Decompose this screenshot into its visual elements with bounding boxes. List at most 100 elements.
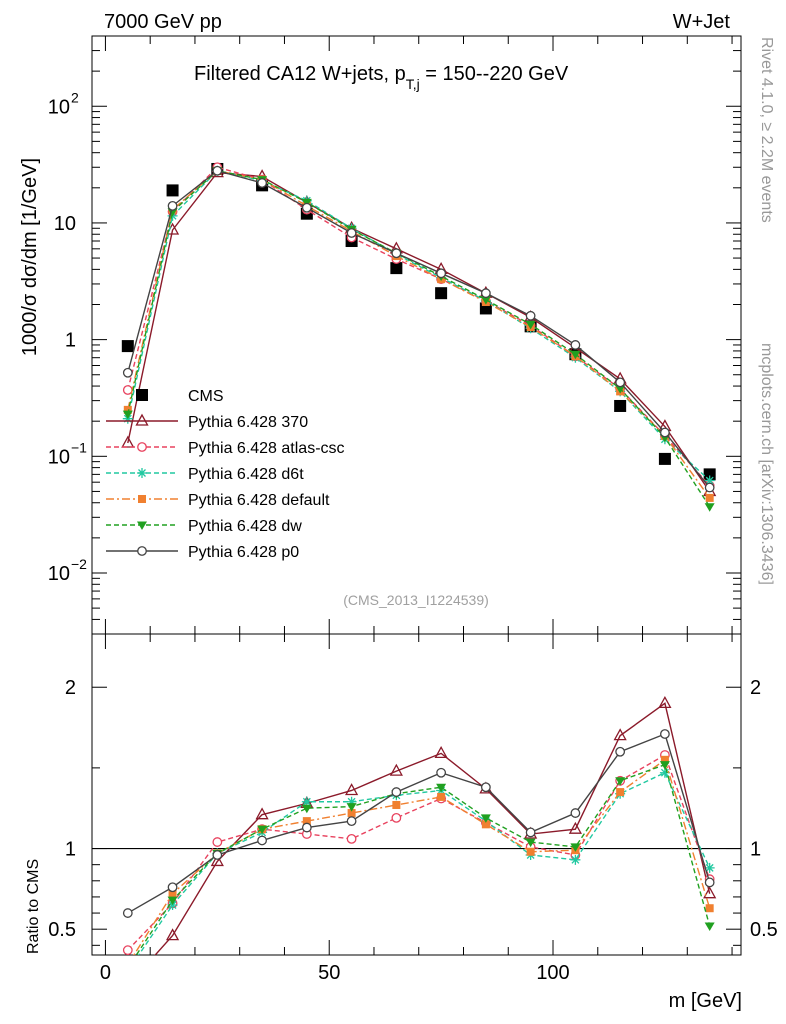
ratio-point [301,822,312,833]
legend-label: Pythia 6.428 d6t [188,466,304,483]
ratio-point [659,761,670,770]
mcplots-label: mcplots.cern.ch [arXiv:1306.3436] [758,343,775,585]
legend-label: Pythia 6.428 dw [188,518,302,535]
legend-marker [137,468,147,478]
ratio-point [391,787,402,797]
ratio-point [480,814,491,823]
ratio-point [122,908,133,918]
y-tick-label: 10 [54,213,76,235]
ratio-point [212,837,223,847]
data-point [212,165,223,176]
ratio-point [704,862,715,873]
ratio-series-5 [122,729,715,918]
x-axis-label: m [GeV] [669,990,742,1012]
ratio-point [436,783,447,793]
series-6 [122,165,715,493]
header-right: W+Jet [673,11,731,33]
ratio-point [257,835,267,846]
ratio-y-tick-label-right: 2 [750,677,761,699]
ratio-point [122,945,133,955]
ratio-point [570,843,581,852]
ratio-point [168,889,177,898]
ratio-point [616,788,625,797]
ratio-point [345,783,359,796]
ratio-point [659,767,670,778]
ratio-axes: 0.5 0.5 1 1 2 2 0 50 100 [48,634,778,984]
plot-title: Filtered CA12 W+jets, pT,j = 150--220 Ge… [194,63,569,92]
title-sub: T,j [406,76,420,92]
ratio-series-3 [133,755,714,955]
data-point [570,340,581,350]
series-3 [122,165,715,486]
ratio-point [255,807,269,820]
legend-marker [137,546,147,556]
ratio-series-4 [135,761,715,955]
data-point [704,503,715,512]
legend: CMS Pythia 6.428 370 Pythia 6.428 atlas-cs… [106,388,345,561]
ratio-point [392,800,401,809]
ratio-point [568,821,582,834]
data-point [257,178,267,188]
ratio-point [301,796,312,807]
ratio-point [167,882,178,893]
ratio-point [167,896,178,906]
legend-marker [135,413,149,426]
ratio-ylabel: Ratio to CMS [25,859,42,954]
data-point [121,435,135,448]
data-point [480,296,491,305]
header-left: 7000 GeV pp [104,11,222,33]
y-tick-exponent: −1 [71,439,87,455]
data-point [704,475,715,486]
y-tick-label: 10 [48,563,70,585]
ratio-point [346,796,357,807]
ratio-y-tick-label: 1 [65,839,76,861]
x-tick-label: 100 [536,962,569,984]
ratio-point [437,792,446,801]
data-point [166,184,179,197]
ratio-point [704,877,715,888]
legend-marker [137,521,147,530]
y-tick-label: 10 [48,446,70,468]
ratio-point [660,729,670,739]
ratio-point [613,728,627,741]
data-point [615,385,626,394]
ratio-point [658,696,672,709]
ratio-point [302,817,311,826]
data-point [570,350,581,360]
y-tick-label: 1 [65,330,76,352]
ratio-line [135,763,711,955]
ratio-point [704,922,715,931]
legend-label: CMS [188,388,224,405]
x-tick-label: 0 [100,962,111,984]
ratio-point [570,808,581,818]
data-point [705,493,714,502]
ratio-point [525,838,536,848]
ratio-point [210,854,224,867]
ratio-point [346,833,357,844]
data-point [704,482,715,493]
ratio-line [127,753,711,951]
data-point [436,268,447,279]
data-point [480,288,491,299]
ratio-line [154,702,711,955]
series-0 [121,162,716,481]
data-point [390,262,403,275]
series-line [127,169,711,482]
data-point [525,320,536,330]
ratio-line [133,758,711,955]
ratio-point [346,816,357,827]
series-line [127,169,711,488]
ratio-point [705,904,714,913]
legend-label: Pythia 6.428 370 [188,414,308,431]
data-point [346,228,357,238]
data-point [658,452,671,465]
ratio-point [123,966,133,976]
rivet-label: Rivet 4.1.0, ≥ 2.2M events [758,37,775,223]
ratio-point [481,820,490,829]
ratio-point [703,886,717,899]
series-line [127,166,711,487]
ratio-series [122,696,717,976]
ratio-point [347,809,356,818]
ratio-point [301,804,312,814]
